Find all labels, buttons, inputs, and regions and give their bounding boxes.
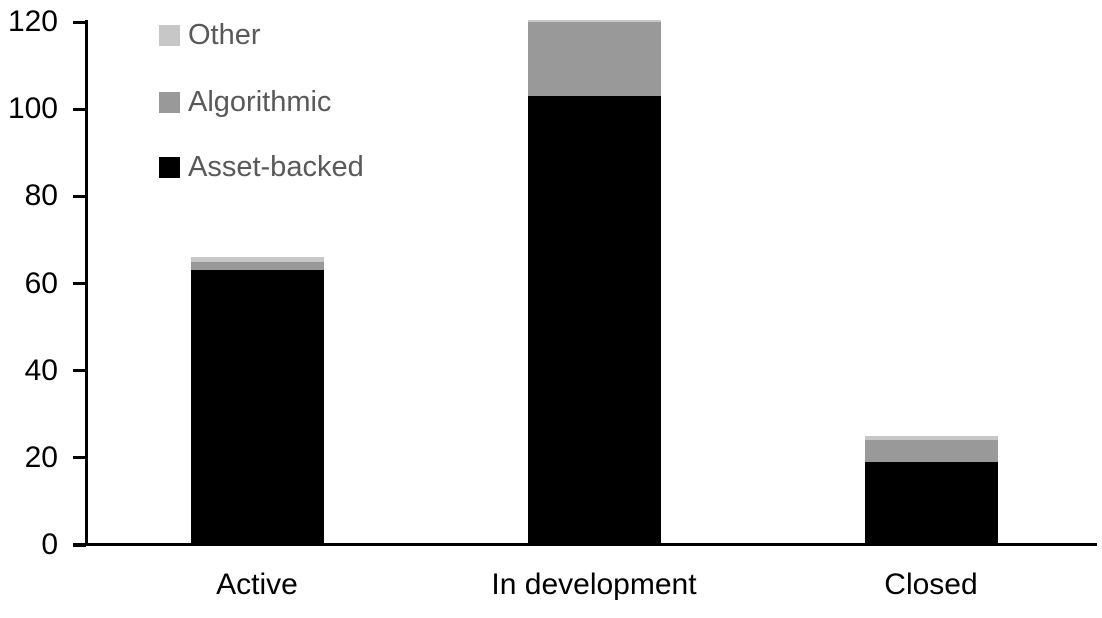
x-category-label: In development bbox=[491, 568, 697, 601]
bar-segment-other bbox=[190, 257, 324, 262]
legend-item-asset-backed: Asset-backed bbox=[159, 151, 364, 183]
y-tick-label: 0 bbox=[41, 528, 58, 561]
legend-label-algorithmic: Algorithmic bbox=[188, 85, 332, 118]
x-category-label: Active bbox=[216, 568, 298, 601]
y-tick-label: 60 bbox=[24, 266, 58, 300]
bar-segment-algorithmic bbox=[864, 440, 998, 463]
y-tick-mark bbox=[73, 282, 86, 285]
bar-segment-asset-backed bbox=[864, 462, 998, 545]
bar-segment-algorithmic bbox=[527, 22, 661, 97]
legend-label-other: Other bbox=[188, 18, 261, 51]
legend-item-other: Other bbox=[159, 19, 261, 51]
y-tick-label: 100 bbox=[7, 92, 58, 126]
y-tick-mark bbox=[73, 107, 86, 111]
y-tick-label: 20 bbox=[24, 440, 58, 474]
y-tick-mark bbox=[73, 194, 86, 198]
y-axis-line bbox=[85, 20, 88, 546]
legend-swatch-algorithmic bbox=[159, 91, 180, 113]
bar-segment-asset-backed bbox=[190, 270, 324, 545]
y-tick-label: 80 bbox=[24, 179, 58, 213]
legend-item-algorithmic: Algorithmic bbox=[159, 86, 331, 118]
y-tick-mark bbox=[73, 543, 86, 547]
y-tick-label: 40 bbox=[24, 353, 58, 387]
legend-swatch-asset-backed bbox=[159, 156, 180, 178]
bar-segment-algorithmic bbox=[190, 261, 324, 271]
y-tick-label: 120 bbox=[7, 5, 58, 38]
legend-label-asset-backed: Asset-backed bbox=[188, 150, 364, 183]
bar-segment-asset-backed bbox=[527, 96, 661, 545]
x-category-label: Closed bbox=[884, 568, 978, 601]
y-tick-mark bbox=[73, 456, 86, 460]
bar-segment-other bbox=[527, 19, 661, 22]
y-tick-mark bbox=[73, 20, 86, 24]
legend-swatch-other bbox=[159, 24, 180, 46]
y-tick-mark bbox=[73, 369, 86, 373]
bar-segment-other bbox=[864, 436, 998, 441]
